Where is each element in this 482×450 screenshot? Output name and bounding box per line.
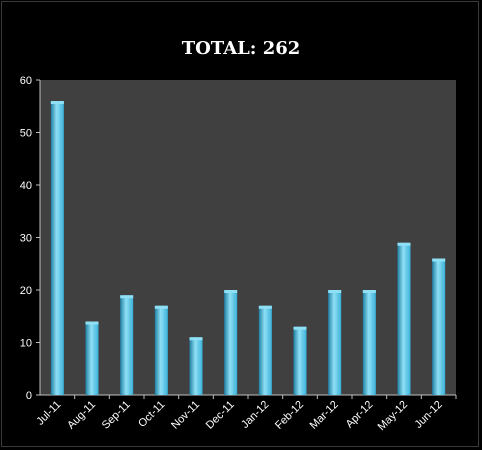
x-tick-label: Jan-12 [239,399,271,431]
x-tick-labels: Jul-11 Aug-11 Sep-11 Oct-11 Nov-11 Dec-11 Jan-… [34,399,444,433]
bar-sep-11 [120,295,133,395]
x-tick-label: Jun-12 [413,399,445,431]
y-tick-labels: 0 10 20 30 40 50 60 [20,75,32,402]
plot-area [40,80,456,395]
bar-cap [432,259,445,262]
bar-cap [294,327,307,330]
bar-cap [86,322,99,325]
bar-cap [328,290,341,293]
bar-aug-11 [86,322,99,396]
y-tick-label: 60 [20,75,32,87]
bar-nov-11 [190,337,203,395]
x-tick-label: Dec-11 [204,399,237,432]
bar-cap [51,101,64,104]
bar-cap [224,290,237,293]
y-tick-label: 30 [20,233,32,245]
x-tick-label: Feb-12 [273,399,306,432]
y-tick-label: 10 [20,338,32,350]
x-tick-label: Sep-11 [100,399,133,432]
x-tick-label: Apr-12 [344,399,376,431]
x-tick-label: Nov-11 [169,399,202,432]
bar-jul-11 [51,101,64,395]
y-tick-label: 40 [20,180,32,192]
x-tick-label: Mar-12 [308,399,341,432]
bar-oct-11 [155,306,168,395]
x-tick-label: Aug-11 [65,399,98,432]
x-tick-label: Jul-11 [34,399,63,428]
bar-may-12 [398,243,411,395]
bar-feb-12 [294,327,307,395]
bar-cap [120,295,133,298]
y-tick-label: 50 [20,128,32,140]
bar-dec-11 [224,290,237,395]
y-tick-label: 20 [20,285,32,297]
bar-cap [190,337,203,340]
bar-cap [155,306,168,309]
x-tick-label: Oct-11 [136,399,167,430]
bar-cap [363,290,376,293]
bar-jun-12 [432,259,445,396]
bar-cap [259,306,272,309]
x-tick-label: May-12 [376,399,410,433]
y-tick-label: 0 [26,390,32,402]
bar-mar-12 [328,290,341,395]
bar-jan-12 [259,306,272,395]
bar-cap [398,243,411,246]
bar-apr-12 [363,290,376,395]
